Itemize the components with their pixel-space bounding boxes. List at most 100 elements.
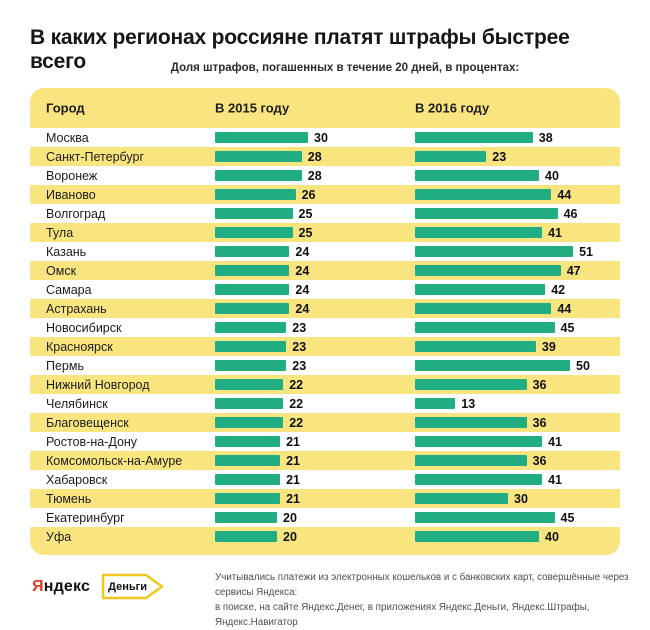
city-label: Комсомольск-на-Амуре — [46, 453, 183, 468]
cell-2015: 22 — [215, 394, 303, 413]
bar-2016 — [415, 132, 533, 143]
bar-2015 — [215, 303, 290, 314]
cell-2015: 25 — [215, 223, 312, 242]
value-2016: 40 — [545, 529, 559, 544]
cell-2016: 30 — [415, 489, 528, 508]
cell-2015: 25 — [215, 204, 312, 223]
value-2015: 24 — [295, 244, 310, 259]
city-label: Астрахань — [46, 301, 107, 316]
value-2016: 41 — [548, 434, 562, 449]
cell-2015: 22 — [215, 375, 303, 394]
bar-2015 — [215, 417, 284, 428]
value-2016: 50 — [576, 358, 590, 373]
table-row: Пермь 23 50 — [30, 356, 620, 375]
bar-2015 — [215, 474, 281, 485]
city-label: Самара — [46, 282, 92, 297]
bar-2015 — [215, 227, 293, 238]
bar-2015 — [215, 341, 287, 352]
value-2015: 20 — [283, 510, 297, 525]
logo-letter-ya: Я — [32, 577, 44, 595]
bar-2015 — [215, 151, 302, 162]
value-2015: 23 — [292, 320, 307, 335]
bar-2016 — [415, 227, 543, 238]
value-2015: 28 — [307, 149, 322, 164]
bar-2015 — [215, 531, 277, 542]
city-label: Уфа — [46, 529, 72, 544]
value-2016: 13 — [461, 396, 476, 411]
page-title: В каких регионах россияне платят штрафы … — [30, 26, 570, 73]
value-2015: 21 — [286, 472, 300, 487]
city-label: Благовещенск — [46, 415, 129, 430]
value-2015: 22 — [289, 396, 304, 411]
bar-2016 — [415, 341, 536, 352]
cell-2016: 51 — [415, 242, 593, 261]
table-row: Челябинск 22 13 — [30, 394, 620, 413]
value-2015: 25 — [298, 206, 313, 221]
table-header: Город В 2015 году В 2016 году — [30, 88, 620, 128]
cell-2016: 39 — [415, 337, 556, 356]
value-2016: 44 — [557, 187, 572, 202]
table-row: Новосибирск 23 45 — [30, 318, 620, 337]
cell-2015: 24 — [215, 242, 309, 261]
value-2016: 36 — [532, 415, 547, 430]
cell-2015: 20 — [215, 527, 297, 546]
table-row: Самара 24 42 — [30, 280, 620, 299]
bar-2016 — [415, 170, 539, 181]
bar-2016 — [415, 493, 508, 504]
value-2016: 45 — [560, 320, 575, 335]
value-2016: 41 — [548, 472, 562, 487]
bar-2015 — [215, 322, 287, 333]
bar-2015 — [215, 189, 296, 200]
value-2016: 51 — [579, 244, 593, 259]
value-2016: 42 — [551, 282, 566, 297]
value-2015: 30 — [314, 130, 328, 145]
value-2016: 39 — [541, 339, 556, 354]
cell-2016: 40 — [415, 527, 559, 546]
value-2016: 47 — [566, 263, 581, 278]
value-2016: 41 — [548, 225, 562, 240]
city-label: Нижний Новгород — [46, 377, 150, 392]
table-row: Воронеж 28 40 — [30, 166, 620, 185]
cell-2016: 44 — [415, 185, 571, 204]
table-row: Казань 24 51 — [30, 242, 620, 261]
bar-2016 — [415, 455, 527, 466]
city-label: Воронеж — [46, 168, 98, 183]
value-2016: 38 — [538, 130, 553, 145]
fines-table: Город В 2015 году В 2016 году Москва 30 38… — [30, 88, 620, 555]
cell-2015: 24 — [215, 299, 309, 318]
cell-2016: 13 — [415, 394, 475, 413]
cell-2016: 46 — [415, 204, 578, 223]
bar-2015 — [215, 379, 284, 390]
cell-2016: 23 — [415, 147, 506, 166]
table-row: Комсомольск-на-Амуре 21 36 — [30, 451, 620, 470]
table-row: Тюмень 21 30 — [30, 489, 620, 508]
value-2016: 45 — [560, 510, 575, 525]
table-row: Нижний Новгород 22 36 — [30, 375, 620, 394]
value-2015: 24 — [295, 301, 310, 316]
table-row: Москва 30 38 — [30, 128, 620, 147]
city-label: Казань — [46, 244, 87, 259]
bar-2016 — [415, 284, 546, 295]
table-row: Красноярск 23 39 — [30, 337, 620, 356]
table-row: Ростов-на-Дону 21 41 — [30, 432, 620, 451]
bar-2016 — [415, 474, 543, 485]
cell-2016: 47 — [415, 261, 581, 280]
cell-2015: 28 — [215, 166, 322, 185]
footnote: Учитывались платежи из электронных кошел… — [215, 570, 647, 630]
value-2016: 30 — [514, 491, 528, 506]
infographic: В каких регионах россияне платят штрафы … — [30, 26, 629, 628]
bar-2015 — [215, 246, 290, 257]
value-2016: 23 — [492, 149, 507, 164]
cell-2016: 38 — [415, 128, 553, 147]
cell-2016: 41 — [415, 432, 562, 451]
bar-2015 — [215, 170, 302, 181]
cell-2015: 22 — [215, 413, 303, 432]
bar-2016 — [415, 189, 552, 200]
table-row: Уфа 20 40 — [30, 527, 620, 546]
yandex-money-logo: Яндекс Деньги — [32, 573, 165, 600]
cell-2016: 50 — [415, 356, 590, 375]
cell-2015: 21 — [215, 432, 300, 451]
bar-2016 — [415, 398, 456, 409]
value-2016: 40 — [545, 168, 559, 183]
chart-subtitle: Доля штрафов, погашенных в течение 20 дн… — [170, 62, 520, 74]
